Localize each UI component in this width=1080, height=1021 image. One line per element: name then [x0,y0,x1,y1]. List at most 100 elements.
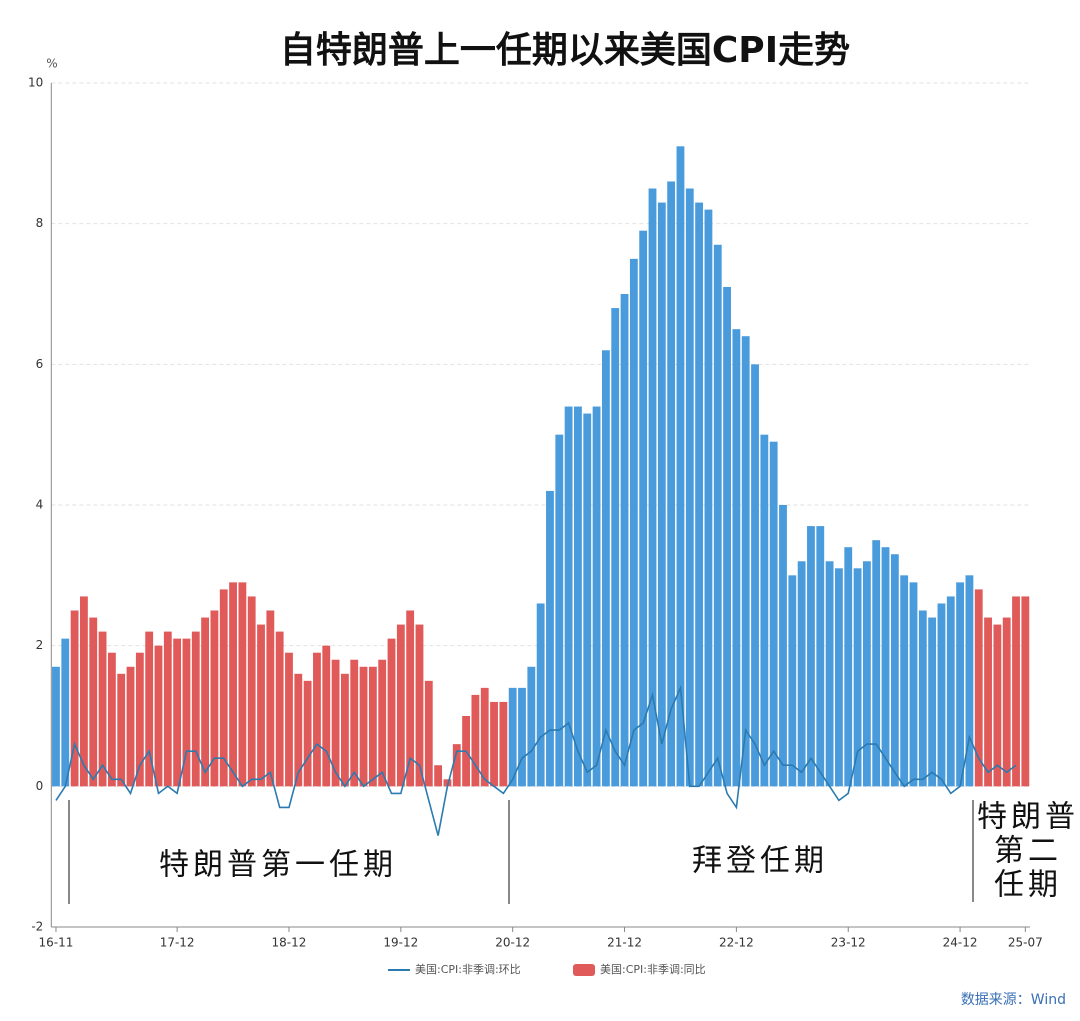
chart-title: 自特朗普上一任期以来美国CPI走势 [280,30,850,71]
bar [601,350,610,787]
bar [536,603,545,787]
bar [285,652,293,787]
bar [667,181,676,787]
bar [862,561,871,787]
period-label: 拜登任期 [692,844,828,879]
bar [163,631,172,787]
bar [1012,596,1020,787]
bar [648,188,657,787]
x-tick-label: 22-12 [719,936,754,950]
bar [126,666,135,787]
bar [685,188,694,787]
bar [359,666,368,787]
bar [807,526,815,787]
bar [779,505,787,787]
y-tick-label: 6 [36,357,44,371]
bar [583,413,592,787]
bar [741,336,750,787]
bar [900,575,909,787]
bar [713,244,722,787]
legend-label: 美国:CPI:非季调:环比 [415,963,521,976]
x-tick-label: 25-07 [1008,936,1043,950]
bar [937,603,946,787]
bar [629,258,638,787]
bar [564,406,573,787]
y-tick-label: 10 [28,76,43,90]
bar [974,589,983,787]
bar [797,561,806,787]
period-label: 任期 [994,868,1062,903]
bar [1021,596,1030,787]
x-tick-label: 21-12 [607,936,642,950]
x-tick-label: 20-12 [495,936,530,950]
bar [340,673,349,787]
bar [219,589,228,787]
x-tick-label: 19-12 [383,936,418,950]
bar [396,624,405,787]
bar [490,701,498,787]
y-tick-label: 8 [36,216,44,230]
period-label: 特朗普第一任期 [159,848,397,883]
bar [928,617,937,787]
bar [443,779,452,787]
bar [508,687,517,787]
bar [191,631,200,787]
bar [368,666,377,787]
source: 数据来源：Wind [961,992,1066,1008]
bar [695,202,704,787]
bar [881,547,890,787]
bar [70,610,79,787]
x-tick-label: 17-12 [160,936,195,950]
bar [52,666,60,787]
bar [844,547,853,787]
bar [676,146,685,787]
bar [80,596,88,787]
bar [984,617,992,787]
bar [1002,617,1011,787]
bar [853,568,862,787]
y-tick-label: 0 [36,779,44,793]
bar [434,765,443,787]
bar [229,582,237,787]
bar [415,624,424,787]
bar [993,624,1002,787]
x-tick-label: 24-12 [943,936,978,950]
bar [555,434,564,787]
bar [331,659,340,787]
y-unit: % [46,57,57,71]
bar [210,610,219,787]
bar [909,582,918,787]
bar [452,744,461,787]
bar [499,701,508,787]
bar [816,526,825,787]
bar [546,490,554,787]
bar [61,638,70,787]
bar [406,610,415,787]
line [55,684,1017,836]
legend-label: 美国:CPI:非季调:同比 [600,963,706,976]
bar [107,652,116,787]
bar [704,209,713,787]
bar [275,631,284,787]
bar [639,230,648,787]
bar [592,406,601,787]
legend-swatch [573,964,595,976]
bar [313,652,321,787]
period-label: 第二 [994,834,1062,869]
bar [238,582,247,787]
bar [835,568,843,787]
x-tick-label: 16-11 [39,936,74,950]
bar [117,673,126,787]
bar [257,624,265,787]
bar [788,575,797,787]
bar [247,596,256,787]
bar [611,308,620,787]
bar [760,434,769,787]
period-label: 特朗普 [977,800,1079,835]
bar [173,638,182,787]
bar [424,680,433,787]
bar [946,596,955,787]
bar [769,441,778,787]
bar [965,575,974,787]
bar [303,680,312,787]
